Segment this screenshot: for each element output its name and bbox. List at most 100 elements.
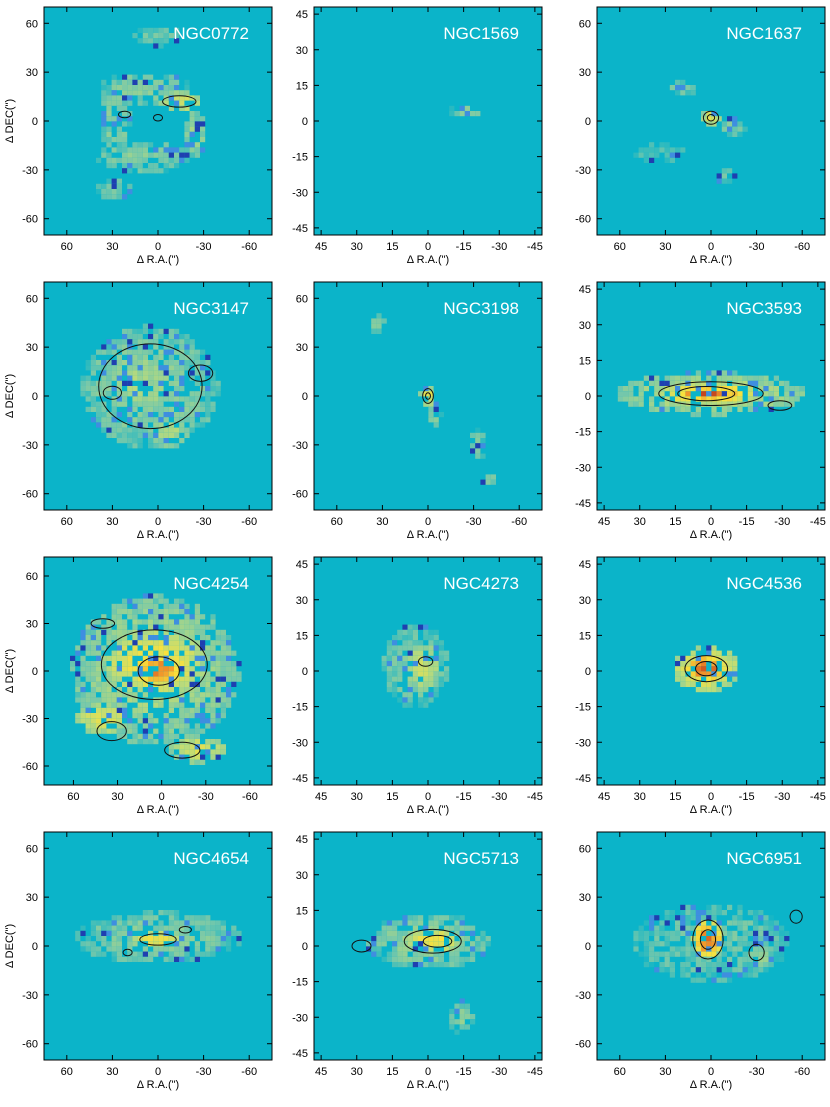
contour-3 [351, 939, 372, 953]
y-tick-label: -15 [575, 427, 591, 439]
x-tick-label: 30 [634, 791, 646, 803]
x-tick-label: 60 [331, 516, 343, 528]
y-tick-label: -60 [575, 214, 591, 226]
x-tick-label: -15 [456, 241, 472, 253]
x-tick-label: -30 [466, 516, 482, 528]
y-axis-label: Δ DEC(") [4, 924, 16, 968]
x-tick-label: -30 [198, 791, 214, 803]
contour-2 [102, 385, 123, 400]
emission-map [371, 313, 496, 485]
emission-map [96, 27, 206, 200]
x-tick-label: -60 [794, 241, 810, 253]
y-tick-label: 30 [26, 619, 38, 631]
y-tick-label: 0 [32, 666, 38, 678]
y-tick-label: 0 [302, 666, 308, 678]
emission-map [80, 323, 221, 449]
y-tick-label: 30 [579, 595, 591, 607]
contour-3 [748, 943, 765, 962]
x-tick-label: 60 [614, 241, 626, 253]
x-tick-label: 60 [61, 1066, 73, 1078]
y-tick-label: 0 [32, 391, 38, 403]
y-tick-label: 15 [579, 630, 591, 642]
x-tick-label: -45 [527, 791, 543, 803]
contour-5 [90, 618, 116, 629]
x-tick-label: 45 [598, 791, 610, 803]
contour-1 [684, 655, 729, 683]
y-tick-label: 45 [579, 559, 591, 571]
panel-title: NGC3593 [726, 299, 802, 318]
x-tick-label: -30 [491, 791, 507, 803]
x-tick-label: 45 [598, 516, 610, 528]
y-tick-label: 30 [296, 870, 308, 882]
y-tick-label: 30 [296, 595, 308, 607]
x-tick-label: -60 [794, 1066, 810, 1078]
y-axis-label: Δ DEC(") [4, 99, 16, 143]
x-tick-label: 30 [634, 516, 646, 528]
y-tick-label: 15 [296, 80, 308, 92]
y-tick-label: -30 [22, 440, 38, 452]
x-axis-label: Δ R.A.(") [137, 804, 179, 816]
x-tick-label: -30 [196, 516, 212, 528]
x-tick-label: -30 [491, 1066, 507, 1078]
x-axis-label: Δ R.A.(") [137, 1079, 179, 1091]
y-tick-label: 45 [296, 834, 308, 846]
x-tick-label: 0 [708, 791, 714, 803]
y-tick-label: 60 [26, 293, 38, 305]
y-tick-label: -15 [292, 702, 308, 714]
x-tick-label: -30 [774, 791, 790, 803]
y-axis-label: Δ DEC(") [4, 649, 16, 693]
y-tick-label: 15 [296, 905, 308, 917]
x-axis-label: Δ R.A.(") [407, 1079, 449, 1091]
y-tick-label: -15 [292, 977, 308, 989]
x-tick-label: 60 [67, 791, 79, 803]
contour-1 [422, 388, 434, 404]
panel-ngc4273: 45 30 15 0 -15 -30 -45 -45 -30 -15 0 15 30 45 Δ R.A.("… [292, 556, 543, 816]
y-tick-label: 0 [302, 391, 308, 403]
map-background [314, 7, 542, 235]
x-axis-label: Δ R.A.(") [407, 529, 449, 541]
x-tick-label: -15 [739, 791, 755, 803]
x-tick-label: -60 [241, 516, 257, 528]
panel-title: NGC4254 [173, 574, 249, 593]
contour-1 [162, 95, 197, 108]
contour-1 [139, 933, 177, 946]
contour-2 [152, 113, 164, 122]
panel-title: NGC4273 [443, 574, 519, 593]
contour-2 [422, 934, 453, 948]
panel-ngc3147: 60 30 0 -30 -60 -60 -30 0 30 60 Δ R.A.(") Δ DEC(") N… [4, 281, 273, 541]
x-tick-label: 15 [386, 1066, 398, 1078]
x-tick-label: 60 [61, 516, 73, 528]
x-tick-label: -30 [196, 1066, 212, 1078]
x-tick-label: 30 [111, 791, 123, 803]
y-tick-label: 0 [585, 941, 591, 953]
x-axis-label: Δ R.A.(") [407, 254, 449, 266]
x-tick-label: 60 [614, 1066, 626, 1078]
y-tick-label: 30 [579, 67, 591, 79]
x-tick-label: 0 [155, 516, 161, 528]
y-tick-label: -45 [575, 773, 591, 785]
y-tick-label: 60 [579, 18, 591, 30]
y-tick-label: -45 [292, 1048, 308, 1060]
x-tick-label: -30 [491, 241, 507, 253]
x-tick-label: 15 [669, 791, 681, 803]
y-tick-label: 60 [26, 843, 38, 855]
contour-1 [418, 656, 434, 667]
panel-title: NGC3147 [173, 299, 249, 318]
x-tick-label: 30 [351, 241, 363, 253]
y-axis-label: Δ DEC(") [4, 374, 16, 418]
x-tick-label: 0 [425, 1066, 431, 1078]
y-tick-label: -60 [22, 489, 38, 501]
map-background [597, 557, 825, 785]
panel-ngc5713: 45 30 15 0 -15 -30 -45 -45 -30 -15 0 15 30 45 Δ R.A.("… [292, 831, 543, 1091]
contour-1 [658, 381, 764, 406]
x-tick-label: -45 [810, 516, 826, 528]
y-tick-label: -15 [575, 702, 591, 714]
x-tick-label: -30 [774, 516, 790, 528]
y-tick-label: -60 [292, 489, 308, 501]
x-tick-label: 15 [669, 516, 681, 528]
y-tick-label: 60 [296, 293, 308, 305]
panel-ngc0772: 60 30 0 -30 -60 -60 -30 0 30 60 Δ R.A.(") Δ DEC(") N… [4, 6, 273, 266]
contour-4 [164, 741, 201, 759]
y-tick-label: -60 [22, 1039, 38, 1051]
